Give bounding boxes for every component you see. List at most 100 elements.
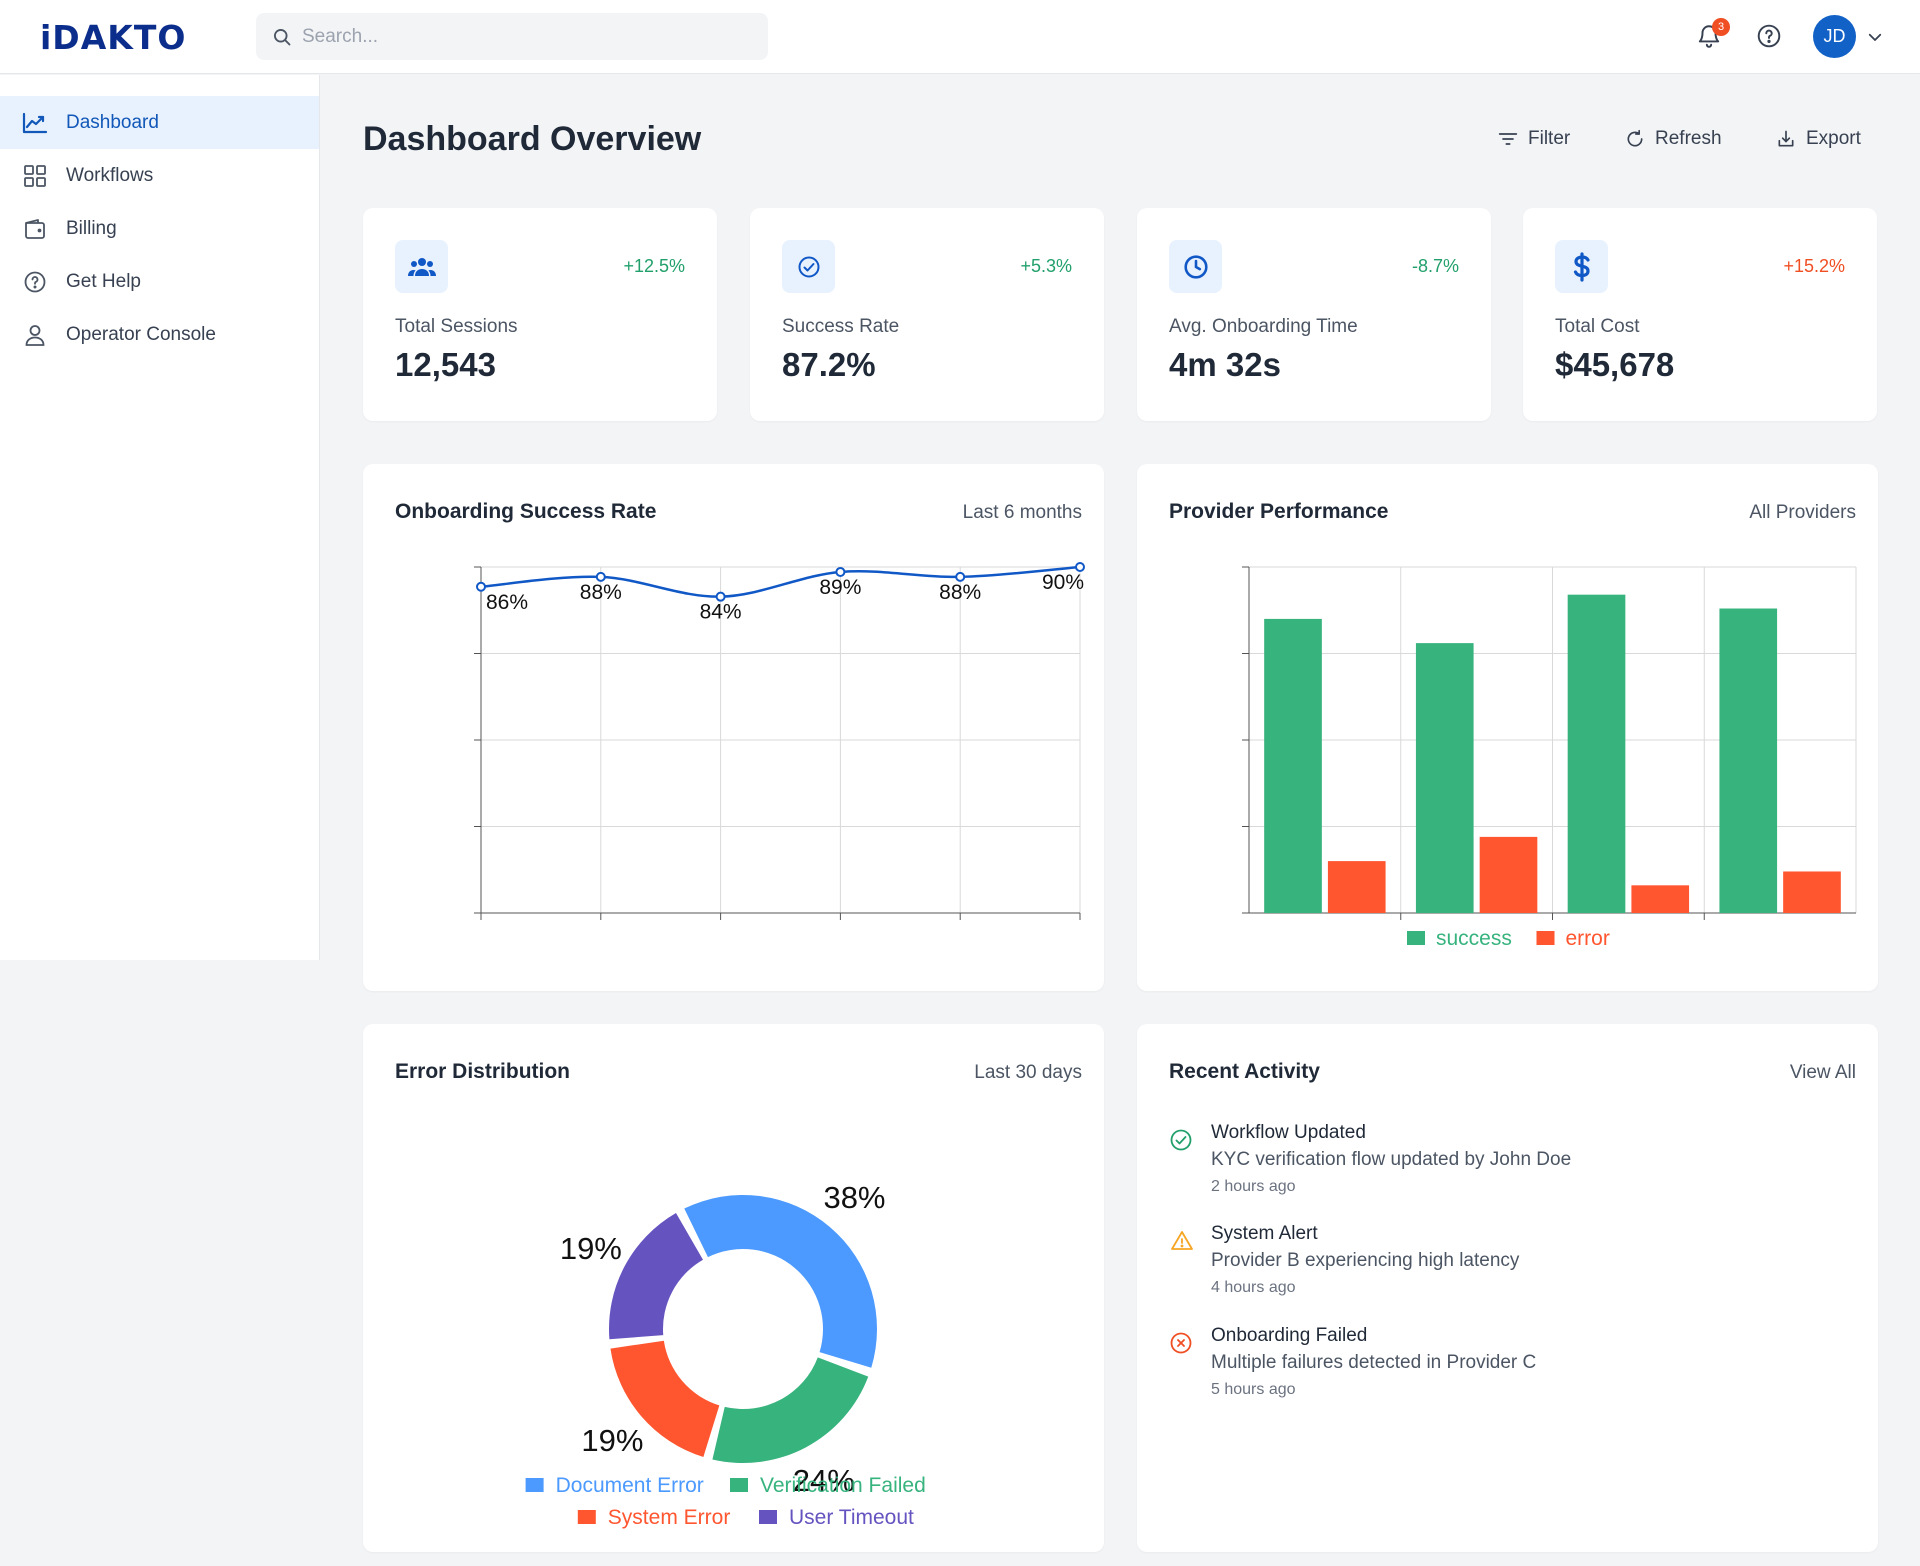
- recent-activity-card: Recent Activity View All Workflow Update…: [1137, 1024, 1878, 1552]
- sidebar-item-label: Dashboard: [66, 111, 159, 133]
- wallet-icon: [25, 218, 45, 239]
- bar-error: [1783, 871, 1841, 913]
- stat-value: 12,543: [395, 346, 496, 383]
- refresh-label: Refresh: [1655, 128, 1722, 149]
- data-label: 88%: [939, 581, 981, 604]
- sidebar-item-get-help[interactable]: Get Help: [0, 255, 319, 308]
- sidebar: Dashboard Workflows Billing Get Help Ope…: [0, 75, 320, 960]
- data-label: 90%: [1042, 571, 1084, 594]
- provider-performance-card: Provider Performance All Providers succe…: [1137, 464, 1878, 991]
- chevron-down-icon[interactable]: [1866, 28, 1884, 46]
- search-box[interactable]: [256, 13, 768, 60]
- export-label: Export: [1806, 128, 1861, 149]
- sidebar-item-operator-console[interactable]: Operator Console: [0, 308, 319, 361]
- stat-label: Avg. Onboarding Time: [1169, 316, 1358, 337]
- data-point: [955, 571, 966, 582]
- data-label: 88%: [580, 581, 622, 604]
- check-circle-icon: [798, 256, 819, 277]
- legend-label: success: [1436, 927, 1512, 950]
- stat-label: Total Cost: [1555, 316, 1640, 337]
- data-label: 89%: [819, 576, 861, 599]
- legend-swatch: [1536, 931, 1555, 945]
- help-circle-icon: [24, 271, 46, 292]
- activity-title: Recent Activity: [1169, 1060, 1320, 1083]
- stat-card-avg-onboarding-time: -8.7% Avg. Onboarding Time 4m 32s: [1137, 208, 1491, 421]
- sidebar-item-label: Get Help: [66, 270, 141, 292]
- data-point: [835, 566, 846, 577]
- bar-success: [1567, 594, 1626, 913]
- chart-range-selector[interactable]: Last 6 months: [962, 502, 1082, 523]
- activity-time: 4 hours ago: [1211, 1279, 1296, 1296]
- clock-icon: [1183, 254, 1208, 279]
- chart-range-selector[interactable]: Last 30 days: [974, 1062, 1082, 1083]
- donut-slice: [684, 1195, 877, 1368]
- donut-slice: [609, 1212, 703, 1340]
- activity-description: Provider B experiencing high latency: [1211, 1250, 1520, 1271]
- data-label: 84%: [700, 601, 742, 624]
- avatar[interactable]: JD: [1813, 15, 1856, 58]
- bar-error: [1479, 836, 1538, 913]
- logo[interactable]: iDAKTO: [40, 18, 187, 57]
- series-line: [480, 565, 1081, 598]
- stat-card-total-sessions: +12.5% Total Sessions 12,543: [363, 208, 717, 421]
- stat-icon: [1555, 240, 1608, 293]
- data-label: 86%: [486, 591, 528, 614]
- chart-title: Onboarding Success Rate: [395, 500, 657, 523]
- legend-label: User Timeout: [789, 1506, 914, 1529]
- provider-selector[interactable]: All Providers: [1749, 502, 1856, 523]
- activity-description: Multiple failures detected in Provider C: [1211, 1352, 1537, 1373]
- success-rate-line-chart: 86% 88% 84% 89% 88% 90%: [474, 562, 1085, 920]
- notification-badge: 3: [1712, 18, 1730, 36]
- activity-time: 5 hours ago: [1211, 1381, 1296, 1398]
- bar-error: [1327, 861, 1386, 913]
- help-button[interactable]: [1756, 23, 1784, 51]
- data-point: [476, 581, 486, 592]
- activity-time: 2 hours ago: [1211, 1178, 1296, 1195]
- activity-title: System Alert: [1211, 1223, 1318, 1244]
- legend-label: error: [1566, 927, 1610, 950]
- refresh-icon: [1627, 129, 1643, 147]
- data-point: [595, 571, 606, 582]
- stat-value: 4m 32s: [1169, 346, 1281, 383]
- bar-error: [1631, 885, 1690, 913]
- stat-icon: [395, 240, 448, 293]
- filter-button[interactable]: Filter: [1498, 128, 1570, 150]
- data-label: 24%: [793, 1463, 855, 1498]
- stat-card-success-rate: +5.3% Success Rate 87.2%: [750, 208, 1104, 421]
- data-label: 19%: [581, 1423, 643, 1458]
- sidebar-item-billing[interactable]: Billing: [0, 202, 319, 255]
- sidebar-item-dashboard[interactable]: Dashboard: [0, 96, 319, 149]
- sidebar-item-label: Workflows: [66, 164, 154, 186]
- chart-title: Error Distribution: [395, 1060, 571, 1083]
- view-all-link[interactable]: View All: [1789, 1062, 1856, 1083]
- notifications-button[interactable]: 3: [1696, 18, 1730, 52]
- data-point: [1075, 562, 1085, 572]
- user-icon: [25, 324, 45, 346]
- x-circle-icon: [1170, 1332, 1192, 1354]
- warning-icon: [1171, 1231, 1193, 1250]
- export-button[interactable]: Export: [1776, 128, 1861, 150]
- stat-card-total-cost: +15.2% Total Cost $45,678: [1523, 208, 1877, 421]
- stat-label: Success Rate: [782, 316, 900, 337]
- stat-label: Total Sessions: [395, 316, 518, 337]
- help-circle-icon: [1757, 24, 1781, 48]
- donut-slice: [712, 1357, 869, 1463]
- data-point: [715, 591, 726, 602]
- sidebar-item-label: Billing: [66, 217, 117, 239]
- refresh-button[interactable]: Refresh: [1625, 128, 1722, 150]
- donut-slice: [610, 1340, 720, 1458]
- legend-swatch: [1407, 931, 1425, 945]
- dollar-icon: [1573, 251, 1590, 282]
- stat-value: 87.2%: [782, 346, 876, 383]
- activity-title: Workflow Updated: [1211, 1122, 1366, 1143]
- data-label: 19%: [560, 1231, 622, 1266]
- check-circle-icon: [1170, 1129, 1192, 1151]
- page-title: Dashboard Overview: [363, 120, 702, 158]
- provider-performance-bar-chart: success error: [1242, 566, 1857, 950]
- legend-swatch: [577, 1510, 596, 1524]
- stat-icon: [782, 240, 835, 293]
- sidebar-item-workflows[interactable]: Workflows: [0, 149, 319, 202]
- stat-change: +15.2%: [1783, 256, 1845, 276]
- search-input[interactable]: [302, 25, 742, 48]
- activity-title: Onboarding Failed: [1211, 1325, 1368, 1346]
